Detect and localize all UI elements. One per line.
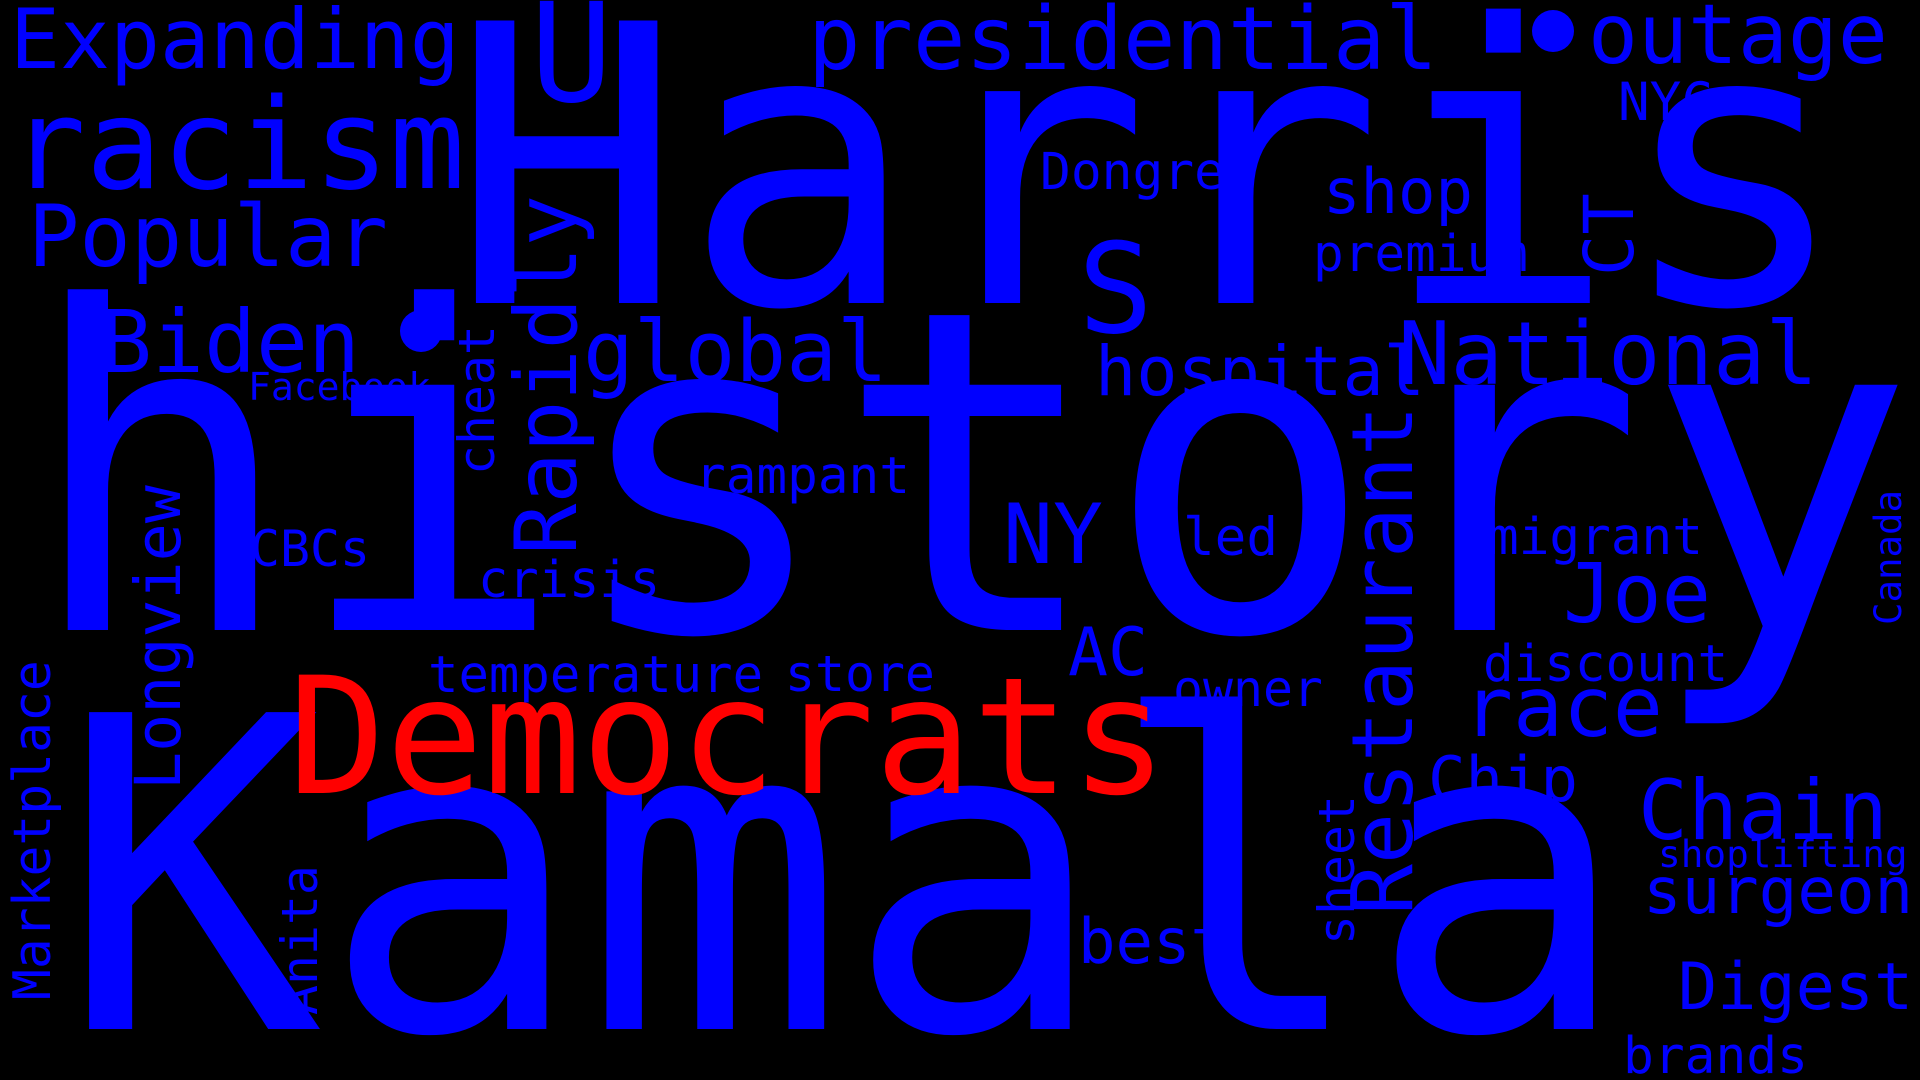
word-shop: shop <box>1323 155 1474 229</box>
word-sheet: sheet <box>1307 795 1366 945</box>
word-harris: Harris <box>450 0 1850 396</box>
word-surgeon: surgeon <box>1643 855 1914 930</box>
word-democrats: Democrats <box>288 642 1168 832</box>
word-migrant: migrant <box>1488 508 1703 568</box>
word-anita: Anita <box>270 865 329 1015</box>
word-facebook: Facebook <box>248 365 432 409</box>
word-digest: Digest <box>1678 949 1914 1025</box>
word-rapidly: Rapidly <box>497 195 597 555</box>
word-racism: racism <box>10 71 466 219</box>
word-ny: NY <box>1003 486 1103 584</box>
word-popular: Popular <box>28 188 388 288</box>
word-best: best <box>1078 905 1229 979</box>
word-rampant: rampant <box>695 447 910 507</box>
word-canada: Canada <box>1866 489 1911 625</box>
word-joe: Joe <box>1563 547 1711 643</box>
word-temperature: temperature <box>428 644 764 704</box>
word-ct: CT <box>1570 193 1651 276</box>
word-longview: Longview <box>121 485 196 790</box>
word-premium: premium <box>1313 225 1528 285</box>
word-owner: owner <box>1173 660 1323 719</box>
word-outage: outage <box>1588 0 1888 84</box>
word-store: store <box>785 645 935 704</box>
word-dongre: Dongre <box>1040 141 1225 202</box>
word-discount: discount <box>1483 634 1729 694</box>
word-u: U <box>530 0 613 135</box>
word-biden: Biden <box>100 292 361 393</box>
word-national: National <box>1398 303 1818 406</box>
word-kamala: Kamala <box>60 626 1630 1080</box>
word-nyc: NYC <box>1618 71 1713 133</box>
word-global: global <box>583 303 888 402</box>
word-history: history <box>25 213 1916 736</box>
bullet-dot <box>1532 10 1574 52</box>
word-chip: Chip <box>1428 742 1579 816</box>
word-marketplace: Marketplace <box>3 660 64 1000</box>
word-presidential: presidential <box>808 0 1438 91</box>
word-brands: brands <box>1623 1025 1808 1080</box>
word-crisis: crisis <box>478 549 661 609</box>
word-chain: Chain <box>1638 761 1888 859</box>
word-cheat: cheat <box>448 325 507 475</box>
word-expanding: Expanding <box>10 0 460 89</box>
word-cbcs: CBCs <box>250 520 370 579</box>
word-led: led <box>1183 506 1278 568</box>
bullet-dot <box>400 310 442 352</box>
word-race: race <box>1463 658 1663 756</box>
word-ac: AC <box>1068 613 1148 692</box>
word-shoplifting: shoplifting <box>1658 832 1908 877</box>
word-hospital: hospital <box>1095 332 1425 413</box>
word-s: S <box>1078 216 1154 362</box>
